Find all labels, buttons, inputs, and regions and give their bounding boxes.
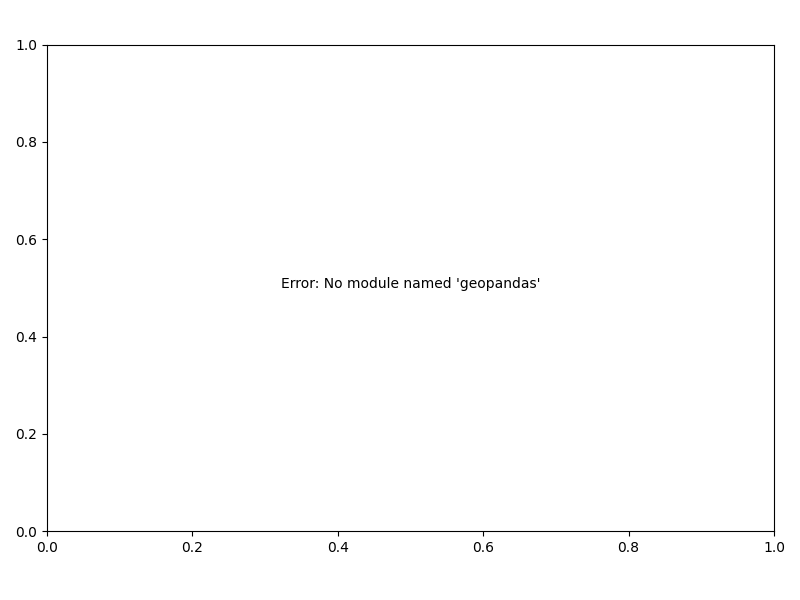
Text: Error: No module named 'geopandas': Error: No module named 'geopandas' bbox=[281, 277, 540, 291]
